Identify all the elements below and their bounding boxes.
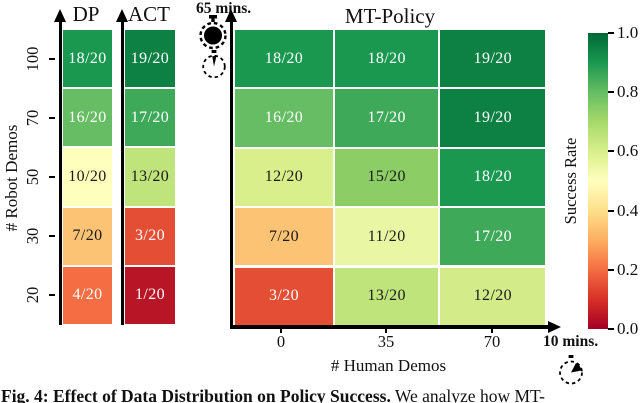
mt-cell-30-0: 7/20 [235,208,333,266]
mt-cell-50-70: 18/20 [440,148,546,206]
y-tick-mark [49,176,55,178]
colorbar-tick-mark [608,91,614,93]
colorbar-tick-mark [608,269,614,271]
mt-cell-100-0: 18/20 [235,30,333,88]
x-axis-label: # Human Demos [330,356,447,375]
colorbar-tick-0.6: 0.6 [617,141,639,160]
x-tick-mark [385,328,387,333]
dp-cell-70: 16/20 [63,89,112,147]
mt-cell-100-70: 19/20 [440,30,546,88]
act-cell-50: 13/20 [125,148,175,206]
main-x-axis [230,325,548,329]
x-tick-mark [491,328,493,333]
y-tick-30: 30 [23,227,42,245]
dp-cell-20: 4/20 [63,266,112,324]
y-tick-70: 70 [23,109,42,127]
main-y-axis-arrow-icon [225,9,237,22]
y-tick-mark [49,294,55,296]
colorbar-tick-mark [608,32,614,34]
mt-cell-100-35: 18/20 [335,30,439,88]
figure-caption-bold: Fig. 4: Effect of Data Distribution on P… [1,386,391,403]
act-cell-100: 19/20 [125,30,175,88]
y-tick-mark [49,58,55,60]
colorbar-tick-0.0: 0.0 [617,319,639,338]
y-tick-mark [49,117,55,119]
act-column-title: ACT [128,2,170,26]
dp-axis-arrow-icon [54,9,66,22]
act-cell-30: 3/20 [125,207,175,265]
y-tick-100: 100 [23,46,42,72]
mt-cell-20-35: 13/20 [335,267,439,325]
mt-policy-heatmap: 18/20 18/20 19/20 16/20 17/20 19/20 12/2… [235,30,546,325]
mt-cell-50-35: 15/20 [335,148,439,206]
x-tick-0: 0 [276,332,286,351]
colorbar [588,33,608,329]
figure-caption-rest: We analyze how MT- [390,386,545,403]
x-tick-70: 70 [483,332,501,351]
dp-cell-30: 7/20 [63,207,112,265]
y-tick-20: 20 [23,286,42,304]
act-cell-20: 1/20 [125,266,175,324]
stopwatch-partial-icon [556,355,586,392]
dp-axis [59,20,62,325]
dp-cell-100: 18/20 [63,30,112,88]
colorbar-tick-0.4: 0.4 [617,201,639,220]
mt-cell-30-70: 17/20 [440,208,546,266]
mt-cell-70-70: 19/20 [440,89,546,147]
y-tick-mark [49,235,55,237]
colorbar-tick-1.0: 1.0 [617,23,639,42]
mt-cell-20-70: 12/20 [440,267,546,325]
mt-cell-70-35: 17/20 [335,89,439,147]
dp-cell-50: 10/20 [63,148,112,206]
dp-heatmap-column: 18/20 16/20 10/20 7/20 4/20 [63,30,112,324]
main-x-axis-arrow-icon [548,320,561,333]
x-tick-mark [280,328,282,333]
colorbar-tick-0.8: 0.8 [617,82,639,101]
colorbar-tick-0.2: 0.2 [617,260,639,279]
stopwatch-empty-icon [200,50,228,85]
act-axis [121,20,124,325]
colorbar-tick-mark [608,328,614,330]
act-heatmap-column: 19/20 17/20 13/20 3/20 1/20 [125,30,175,324]
mt-cell-30-35: 11/20 [335,208,439,266]
x-tick-35: 35 [377,332,395,351]
mt-cell-20-0: 3/20 [235,267,333,325]
mt-cell-50-0: 12/20 [235,148,333,206]
mt-policy-title: MT-Policy [344,4,436,28]
colorbar-tick-mark [608,150,614,152]
human-time-label: 10 mins. [543,333,599,350]
robot-time-label: 65 mins. [196,0,252,17]
act-axis-arrow-icon [116,9,128,22]
colorbar-label: Success Rate [561,137,580,225]
dp-column-title: DP [72,2,100,26]
colorbar-tick-mark [608,210,614,212]
figure-caption: Fig. 4: Effect of Data Distribution on P… [1,386,640,403]
y-tick-50: 50 [23,168,42,186]
mt-cell-70-0: 16/20 [235,89,333,147]
act-cell-70: 17/20 [125,89,175,147]
main-y-axis [230,20,233,326]
y-axis-label: # Robot Demos [2,124,21,232]
stopwatch-full-icon [197,15,229,55]
